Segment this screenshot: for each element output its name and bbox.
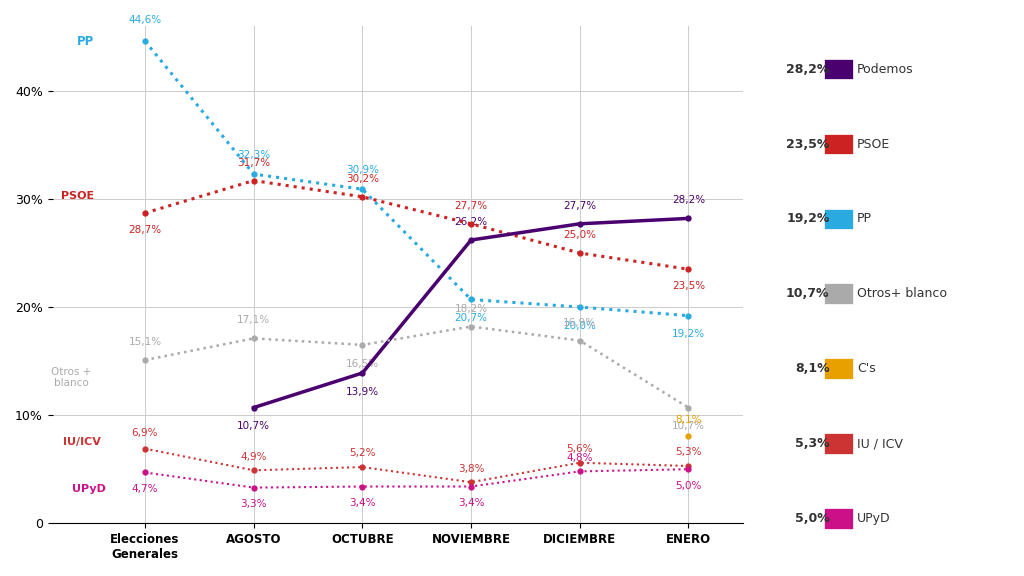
Text: 4,8%: 4,8% [566, 453, 593, 463]
Text: 32,3%: 32,3% [238, 150, 270, 160]
Text: 30,2%: 30,2% [346, 174, 379, 184]
Text: 27,7%: 27,7% [563, 201, 596, 211]
Text: 28,2%: 28,2% [672, 195, 705, 206]
Text: 5,0%: 5,0% [795, 512, 829, 525]
Text: 13,9%: 13,9% [346, 387, 379, 397]
Text: PP: PP [77, 35, 94, 48]
Text: 26,2%: 26,2% [455, 217, 487, 227]
Text: 6,9%: 6,9% [132, 428, 159, 438]
Text: 4,7%: 4,7% [132, 484, 159, 494]
Text: 30,9%: 30,9% [346, 165, 379, 175]
Text: IU / ICV: IU / ICV [857, 437, 903, 450]
Text: 28,2%: 28,2% [786, 63, 829, 75]
Text: 19,2%: 19,2% [672, 329, 705, 339]
Text: 16,9%: 16,9% [563, 317, 596, 328]
Text: 20,7%: 20,7% [455, 313, 487, 323]
Text: 8,1%: 8,1% [795, 362, 829, 375]
Text: 18,2%: 18,2% [455, 304, 487, 313]
Text: 31,7%: 31,7% [238, 158, 270, 168]
Text: PP: PP [857, 213, 872, 225]
Text: 5,6%: 5,6% [566, 444, 593, 454]
Text: 3,8%: 3,8% [458, 464, 484, 473]
Text: 23,5%: 23,5% [786, 138, 829, 150]
Text: 3,3%: 3,3% [241, 499, 267, 509]
Text: IU/ICV: IU/ICV [63, 437, 101, 447]
Text: 10,7%: 10,7% [238, 422, 270, 431]
Text: 28,7%: 28,7% [128, 225, 162, 234]
Text: 5,3%: 5,3% [675, 448, 701, 457]
Text: 19,2%: 19,2% [786, 213, 829, 225]
Text: 8,1%: 8,1% [675, 415, 701, 425]
Text: 23,5%: 23,5% [672, 281, 705, 291]
Text: 15,1%: 15,1% [128, 337, 162, 347]
Text: 25,0%: 25,0% [563, 230, 596, 240]
Text: 20,0%: 20,0% [563, 321, 596, 331]
Text: 10,7%: 10,7% [786, 287, 829, 300]
Text: 5,0%: 5,0% [675, 481, 701, 491]
Text: 16,5%: 16,5% [346, 359, 379, 369]
Text: Otros+ blanco: Otros+ blanco [857, 287, 947, 300]
Text: Otros +
blanco: Otros + blanco [51, 366, 91, 388]
Text: 10,7%: 10,7% [672, 422, 705, 431]
Text: 3,4%: 3,4% [349, 498, 376, 508]
Text: 5,3%: 5,3% [795, 437, 829, 450]
Text: C's: C's [857, 362, 876, 375]
Text: 44,6%: 44,6% [128, 15, 162, 25]
Text: 17,1%: 17,1% [238, 316, 270, 325]
Text: 4,9%: 4,9% [241, 452, 267, 461]
Text: 3,4%: 3,4% [458, 498, 484, 508]
Text: PSOE: PSOE [61, 191, 94, 200]
Text: UPyD: UPyD [72, 484, 105, 494]
Text: UPyD: UPyD [857, 512, 891, 525]
Text: PSOE: PSOE [857, 138, 890, 150]
Text: 27,7%: 27,7% [455, 201, 487, 211]
Text: Podemos: Podemos [857, 63, 913, 75]
Text: 5,2%: 5,2% [349, 448, 376, 458]
